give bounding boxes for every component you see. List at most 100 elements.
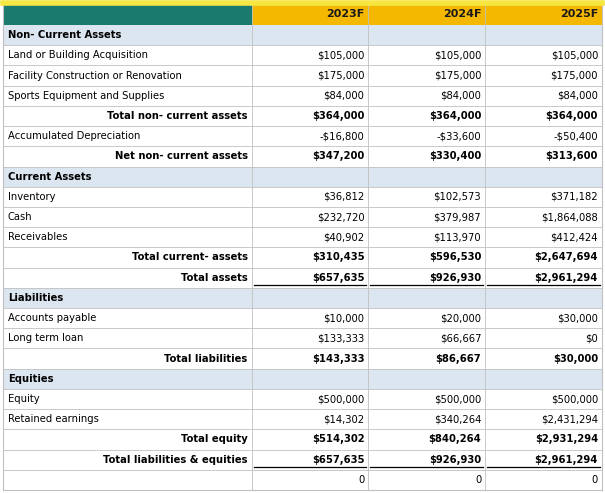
Text: $105,000: $105,000: [434, 50, 481, 60]
Bar: [3, 328, 602, 349]
Text: $340,264: $340,264: [434, 414, 481, 424]
Text: $66,667: $66,667: [440, 333, 481, 343]
Text: $500,000: $500,000: [317, 394, 364, 404]
Bar: [3, 470, 602, 490]
Text: $2,431,294: $2,431,294: [541, 414, 598, 424]
Bar: [3, 227, 602, 247]
Text: $840,264: $840,264: [428, 434, 481, 445]
Text: $10,000: $10,000: [324, 313, 364, 323]
Bar: [3, 389, 602, 409]
Text: $30,000: $30,000: [557, 313, 598, 323]
Text: $657,635: $657,635: [312, 455, 364, 465]
Text: 0: 0: [475, 475, 481, 485]
Text: Total assets: Total assets: [181, 273, 247, 282]
Text: Net non- current assets: Net non- current assets: [114, 151, 247, 161]
Bar: [3, 25, 602, 45]
Bar: [3, 429, 602, 450]
Text: $2,647,694: $2,647,694: [534, 252, 598, 262]
Text: $40,902: $40,902: [323, 232, 364, 242]
Text: $596,530: $596,530: [429, 252, 481, 262]
Text: Inventory: Inventory: [8, 192, 56, 202]
Text: Current Assets: Current Assets: [8, 172, 91, 181]
Bar: [3, 66, 602, 86]
Text: $175,000: $175,000: [434, 70, 481, 80]
Text: $347,200: $347,200: [312, 151, 364, 161]
Text: $657,635: $657,635: [312, 273, 364, 282]
Text: $84,000: $84,000: [440, 91, 481, 101]
Bar: [3, 369, 602, 389]
Text: $330,400: $330,400: [429, 151, 481, 161]
Bar: [485, 3, 602, 25]
Text: $412,424: $412,424: [551, 232, 598, 242]
Text: $2,961,294: $2,961,294: [535, 273, 598, 282]
Bar: [3, 146, 602, 167]
Text: Total equity: Total equity: [181, 434, 247, 445]
Text: $500,000: $500,000: [434, 394, 481, 404]
Text: $313,600: $313,600: [546, 151, 598, 161]
Text: $232,720: $232,720: [317, 212, 364, 222]
Bar: [3, 207, 602, 227]
Text: $364,000: $364,000: [546, 111, 598, 121]
Bar: [3, 126, 602, 146]
Text: $30,000: $30,000: [553, 353, 598, 363]
Text: Total liabilities & equities: Total liabilities & equities: [103, 455, 247, 465]
Text: Equities: Equities: [8, 374, 53, 384]
Bar: [3, 288, 602, 308]
Text: Sports Equipment and Supplies: Sports Equipment and Supplies: [8, 91, 165, 101]
Text: Total non- current assets: Total non- current assets: [107, 111, 247, 121]
Text: $105,000: $105,000: [317, 50, 364, 60]
Bar: [3, 45, 602, 66]
Text: $2,961,294: $2,961,294: [535, 455, 598, 465]
Text: Accounts payable: Accounts payable: [8, 313, 96, 323]
Text: $0: $0: [585, 333, 598, 343]
Text: Accumulated Depreciation: Accumulated Depreciation: [8, 131, 140, 141]
Text: Retained earnings: Retained earnings: [8, 414, 99, 424]
Text: -$16,800: -$16,800: [319, 131, 364, 141]
Text: $364,000: $364,000: [429, 111, 481, 121]
Text: Total current- assets: Total current- assets: [131, 252, 247, 262]
Text: 2024F: 2024F: [443, 9, 481, 19]
Text: $86,667: $86,667: [436, 353, 481, 363]
Text: $926,930: $926,930: [429, 455, 481, 465]
Text: $371,182: $371,182: [551, 192, 598, 202]
Text: $926,930: $926,930: [429, 273, 481, 282]
Text: Receivables: Receivables: [8, 232, 68, 242]
Text: Facility Construction or Renovation: Facility Construction or Renovation: [8, 70, 182, 80]
Bar: [252, 3, 368, 25]
Text: $500,000: $500,000: [551, 394, 598, 404]
Text: Non- Current Assets: Non- Current Assets: [8, 30, 122, 40]
Text: -$33,600: -$33,600: [437, 131, 481, 141]
Text: $514,302: $514,302: [312, 434, 364, 445]
Text: $84,000: $84,000: [324, 91, 364, 101]
Bar: [3, 450, 602, 470]
Bar: [3, 86, 602, 106]
Text: $36,812: $36,812: [323, 192, 364, 202]
Bar: [3, 268, 602, 288]
Text: $175,000: $175,000: [317, 70, 364, 80]
Bar: [3, 308, 602, 328]
Text: 0: 0: [358, 475, 364, 485]
Text: $310,435: $310,435: [312, 252, 364, 262]
Text: Liabilities: Liabilities: [8, 293, 64, 303]
Text: Cash: Cash: [8, 212, 33, 222]
Bar: [3, 3, 252, 25]
Text: Equity: Equity: [8, 394, 39, 404]
Text: $2,931,294: $2,931,294: [535, 434, 598, 445]
Text: $143,333: $143,333: [312, 353, 364, 363]
Text: $20,000: $20,000: [440, 313, 481, 323]
Text: 2023F: 2023F: [326, 9, 364, 19]
Bar: [3, 349, 602, 369]
Bar: [3, 409, 602, 429]
Text: 2025F: 2025F: [560, 9, 598, 19]
Text: -$50,400: -$50,400: [554, 131, 598, 141]
Text: Long term loan: Long term loan: [8, 333, 83, 343]
Text: $1,864,088: $1,864,088: [541, 212, 598, 222]
Text: 0: 0: [592, 475, 598, 485]
Text: $113,970: $113,970: [434, 232, 481, 242]
Text: $84,000: $84,000: [557, 91, 598, 101]
Text: $14,302: $14,302: [323, 414, 364, 424]
Bar: [3, 106, 602, 126]
Text: $175,000: $175,000: [551, 70, 598, 80]
Bar: [3, 187, 602, 207]
Text: $105,000: $105,000: [551, 50, 598, 60]
